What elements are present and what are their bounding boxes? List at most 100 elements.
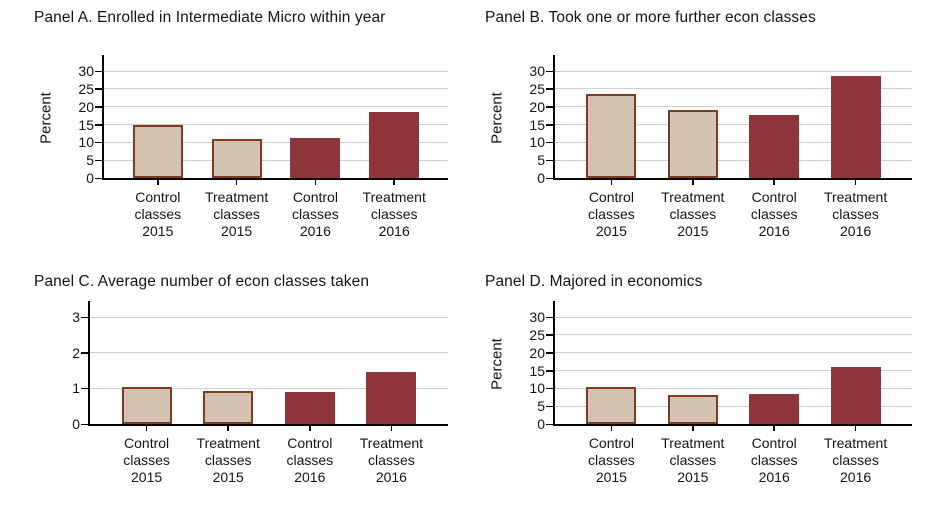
y-tick: [546, 405, 553, 408]
y-tick: [546, 177, 553, 179]
x-category-label: Control classes 2016: [750, 435, 798, 485]
y-tick-labels: 0 5 10 15 20 25 30: [509, 55, 545, 186]
gridline: [104, 124, 448, 125]
x-tick: [692, 426, 694, 431]
panel-a-chart: Percent 0 5 10 15 20 25 30 Control classes 201…: [34, 55, 465, 239]
x-tick: [692, 180, 694, 185]
bar-treatment-classes-2016: [830, 76, 881, 178]
y-tick-label: 20: [529, 98, 545, 115]
y-tick-label: 5: [537, 398, 545, 415]
gridline: [104, 106, 448, 108]
x-category-label: Treatment classes 2015: [204, 189, 269, 239]
y-tick: [546, 70, 553, 72]
y-tick: [95, 88, 102, 90]
gridline: [555, 334, 912, 336]
panel-a-title: Panel A. Enrolled in Intermediate Micro …: [34, 9, 386, 26]
x-tick: [773, 180, 775, 185]
y-tick-label: 0: [537, 170, 545, 186]
panel-c-chart: 0 1 2 3 Control classes 2015 Treatment class…: [34, 301, 465, 485]
plot-area: Control classes 2015 Treatment classes 20…: [95, 55, 448, 239]
x-category-label: Treatment classes 2015: [196, 435, 260, 485]
y-tick: [546, 370, 553, 372]
y-tick-labels: 0 1 2 3: [44, 301, 80, 432]
y-axis-label: Percent: [37, 91, 55, 144]
panel-c-title: Panel C. Average number of econ classes …: [34, 273, 370, 290]
x-tick: [157, 180, 159, 185]
y-tick-label: 20: [529, 344, 545, 361]
y-tick: [546, 106, 553, 108]
panel-d-chart: Percent 0 5 10 15 20 25 30 Control classes 201…: [485, 301, 929, 485]
y-tick-label: 10: [529, 134, 545, 151]
bar-control-classes-2015: [586, 93, 637, 178]
panel-a: Panel A. Enrolled in Intermediate Micro …: [0, 0, 465, 264]
y-tick: [81, 387, 88, 390]
y-tick-label: 30: [78, 63, 94, 79]
x-category-label: Treatment classes 2015: [661, 189, 725, 239]
y-tick-label: 25: [529, 326, 545, 343]
y-tick-label: 10: [529, 380, 545, 397]
plot-area: Control classes 2015 Treatment classes 20…: [546, 55, 912, 239]
y-tick: [95, 70, 102, 72]
x-category-label: Treatment classes 2016: [823, 189, 888, 239]
y-tick-label: 0: [86, 170, 94, 186]
y-axis-label-wrap: [34, 301, 44, 426]
gridline: [555, 352, 912, 354]
x-tick: [393, 180, 395, 185]
y-tick-labels: 0 5 10 15 20 25 30: [509, 301, 545, 432]
panel-b: Panel B. Took one or more further econ c…: [465, 0, 929, 264]
gridline: [555, 387, 912, 389]
x-tick: [390, 426, 393, 431]
gridline: [104, 88, 448, 90]
bar-control-classes-2016: [290, 138, 341, 178]
y-tick: [546, 423, 553, 425]
y-tick-label: 2: [72, 344, 80, 361]
x-tick: [314, 180, 317, 185]
y-tick: [546, 88, 553, 90]
bar-control-classes-2015: [586, 386, 637, 424]
x-category-label: Control classes 2016: [292, 189, 339, 239]
y-tick: [546, 159, 553, 162]
y-tick-label: 30: [529, 309, 545, 325]
y-tick: [546, 387, 553, 390]
panel-d-title: Panel D. Majored in economics: [485, 273, 703, 290]
panel-b-title: Panel B. Took one or more further econ c…: [485, 9, 816, 26]
y-tick: [546, 316, 553, 318]
gridline: [104, 159, 448, 161]
y-tick-labels: 0 5 10 15 20 25 30: [58, 55, 94, 186]
gridline: [104, 141, 448, 143]
plot-area: Control classes 2015 Treatment classes 20…: [546, 301, 912, 485]
y-tick-label: 15: [529, 362, 545, 379]
y-tick-label: 15: [78, 116, 94, 133]
y-tick-label: 5: [537, 152, 545, 169]
y-tick-label: 3: [72, 309, 80, 325]
y-tick-label: 30: [529, 63, 545, 79]
gridline: [104, 70, 448, 72]
gridline: [90, 316, 448, 318]
y-tick-label: 5: [86, 152, 94, 169]
y-axis-label-wrap: Percent: [485, 301, 509, 426]
x-category-label: Control classes 2016: [286, 435, 334, 485]
y-tick: [546, 352, 553, 354]
y-axis-label-wrap: Percent: [34, 55, 58, 180]
gridline: [555, 370, 912, 371]
bar-treatment-classes-2015: [203, 391, 254, 424]
y-tick-label: 10: [78, 134, 94, 151]
x-category-label: Control classes 2015: [588, 435, 635, 485]
gridline: [555, 124, 912, 125]
x-tick: [309, 426, 311, 431]
y-tick-label: 0: [537, 416, 545, 432]
x-category-label: Treatment classes 2016: [359, 435, 424, 485]
panel-c: Panel C. Average number of econ classes …: [0, 264, 465, 528]
x-tick: [610, 426, 613, 431]
gridline: [555, 88, 912, 90]
bar-control-classes-2015: [132, 124, 183, 178]
x-category-label: Control classes 2015: [134, 189, 182, 239]
y-tick: [81, 352, 88, 354]
bar-control-classes-2016: [749, 114, 800, 178]
x-tick: [145, 426, 148, 431]
y-tick: [95, 106, 102, 108]
bar-treatment-classes-2015: [667, 110, 718, 178]
x-category-label: Treatment classes 2016: [362, 189, 426, 239]
gridline: [555, 141, 912, 143]
